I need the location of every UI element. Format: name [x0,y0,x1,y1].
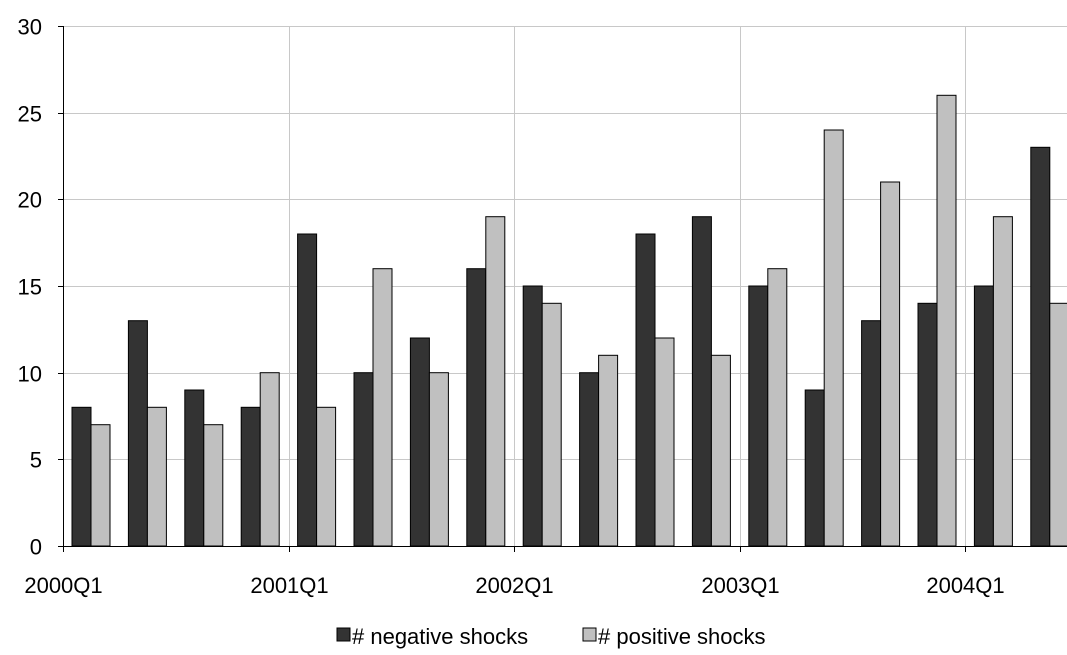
bar-negative-2001Q1 [297,233,318,547]
bar-negative-2002Q2 [579,372,600,547]
legend-swatch-negative-shocks [336,627,351,642]
bar-positive-2001Q3 [428,372,449,547]
bar-positive-2001Q4 [485,216,506,547]
bar-negative-2003Q1 [748,285,769,547]
y-tick-label: 30 [18,15,42,40]
bar-negative-2002Q3 [635,233,656,547]
x-tick-label: 2000Q1 [24,573,102,598]
y-tick-label: 20 [18,188,42,213]
bar-positive-2000Q3 [203,424,224,547]
x-tick-label: 2001Q1 [250,573,328,598]
y-axis-ticks: 0 5 10 15 20 25 30 [18,15,63,560]
bar-negative-2000Q1 [71,406,92,547]
y-tick-label: 0 [30,535,42,560]
bar-positive-2002Q3 [654,337,675,547]
y-tick-label: 10 [18,362,42,387]
bar-negative-2000Q2 [127,320,148,547]
bar-negative-2001Q3 [409,337,430,547]
x-tick-label: 2003Q1 [701,573,779,598]
legend-label-negative-shocks: # negative shocks [352,624,528,649]
bar-positive-2003Q3 [880,181,901,547]
bar-negative-2003Q2 [804,389,825,547]
legend-swatch-positive-shocks [582,627,597,642]
bar-negative-2002Q1 [522,285,543,547]
bar-positive-2004Q1 [992,216,1013,547]
bar-positive-2003Q1 [767,268,788,547]
bar-positive-2002Q4 [710,354,731,547]
x-tick-label: 2004Q1 [926,573,1004,598]
bar-positive-2001Q2 [372,268,393,547]
bar-negative-2003Q3 [861,320,882,547]
bar-positive-2001Q1 [316,406,337,547]
bars [71,94,1067,547]
bar-negative-2000Q3 [184,389,205,547]
y-tick-label: 25 [18,102,42,127]
axes [58,26,1067,547]
bar-positive-2003Q2 [823,129,844,547]
y-tick-label: 15 [18,275,42,300]
bar-negative-2003Q4 [917,302,938,547]
bar-positive-2000Q1 [90,424,111,547]
x-axis-ticks: 2000Q1 2001Q1 2002Q1 2003Q1 2004Q1 [24,546,1005,598]
bar-negative-2004Q2 [1030,146,1051,547]
bar-positive-2002Q2 [598,354,619,547]
bar-positive-2000Q2 [146,406,167,547]
bar-negative-2001Q2 [353,372,374,547]
legend: # negative shocks # positive shocks [336,624,766,649]
bar-positive-2002Q1 [541,302,562,547]
bar-negative-2004Q1 [973,285,994,547]
bar-negative-2000Q4 [240,406,261,547]
legend-label-positive-shocks: # positive shocks [598,624,766,649]
y-tick-label: 5 [30,448,42,473]
bar-positive-2000Q4 [259,372,280,547]
gridlines [63,26,1067,546]
bar-negative-2002Q4 [691,216,712,547]
bar-positive-2003Q4 [936,94,957,547]
bar-positive-2004Q2 [1049,302,1067,547]
bar-negative-2001Q4 [466,268,487,547]
x-tick-label: 2002Q1 [475,573,553,598]
